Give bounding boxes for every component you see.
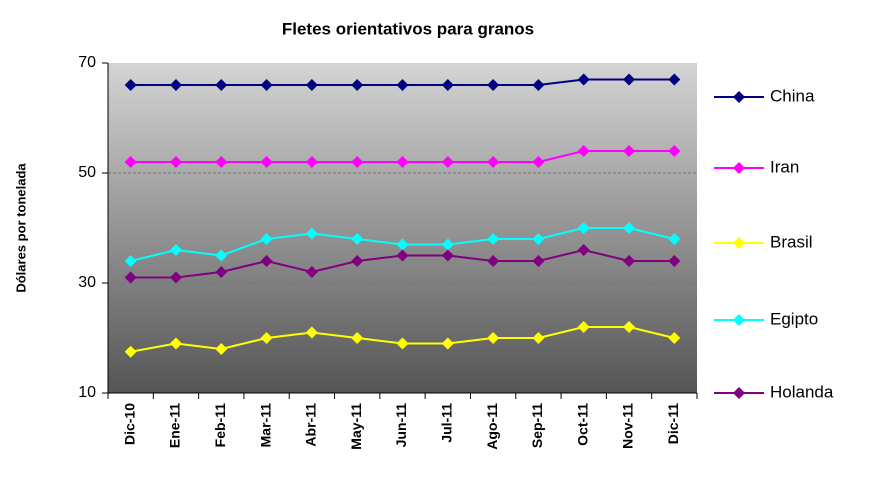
point-marker — [487, 156, 500, 168]
point-marker — [441, 79, 454, 91]
point-marker — [169, 271, 182, 284]
point-marker — [441, 249, 454, 262]
legend-label: Brasil — [770, 232, 813, 251]
x-tick-label: Abr-11 — [303, 403, 319, 447]
point-marker — [577, 244, 590, 256]
point-marker — [532, 255, 545, 267]
point-marker — [441, 238, 454, 251]
x-tick-label: Sep-11 — [529, 403, 545, 448]
point-marker — [169, 337, 182, 350]
legend-marker — [733, 314, 745, 326]
point-marker — [169, 156, 182, 168]
point-marker — [577, 145, 590, 157]
point-marker — [487, 255, 500, 267]
point-marker — [260, 233, 273, 245]
legend-marker — [733, 387, 745, 399]
point-marker — [305, 156, 318, 168]
x-tick-label: Dic-10 — [121, 403, 137, 445]
point-marker — [487, 79, 500, 91]
point-marker — [260, 332, 273, 344]
point-marker — [351, 255, 364, 267]
point-marker — [124, 255, 137, 267]
point-marker — [532, 233, 545, 245]
point-marker — [577, 73, 590, 86]
legend-marker — [733, 91, 745, 103]
point-marker — [215, 79, 228, 91]
legend-label: Egipto — [770, 309, 818, 328]
legend-marker — [733, 237, 745, 249]
point-marker — [396, 337, 409, 350]
point-marker — [215, 156, 228, 168]
point-marker — [169, 244, 182, 256]
point-marker — [396, 249, 409, 262]
point-marker — [215, 343, 228, 355]
chart-title: Fletes orientativos para granos — [282, 19, 534, 38]
point-marker — [124, 345, 137, 358]
point-marker — [668, 73, 681, 86]
point-marker — [623, 145, 636, 157]
point-marker — [124, 271, 137, 284]
point-marker — [532, 156, 545, 168]
point-marker — [487, 233, 500, 245]
point-marker — [441, 337, 454, 350]
point-marker — [668, 332, 681, 344]
x-tick-label: May-11 — [348, 403, 364, 450]
point-marker — [532, 79, 545, 91]
x-tick-label: Dic-11 — [665, 403, 681, 444]
point-marker — [668, 255, 681, 267]
point-marker — [305, 79, 318, 91]
point-marker — [577, 321, 590, 333]
point-marker — [441, 156, 454, 168]
legend-label: Iran — [770, 157, 799, 176]
point-marker — [532, 332, 545, 344]
x-tick-label: Oct-11 — [574, 403, 590, 446]
point-marker — [260, 255, 273, 267]
point-marker — [351, 233, 364, 245]
point-marker — [396, 79, 409, 91]
point-marker — [215, 249, 228, 262]
point-marker — [623, 222, 636, 234]
point-marker — [124, 79, 137, 91]
point-marker — [215, 266, 228, 278]
x-tick-label: Mar-11 — [257, 403, 273, 448]
point-marker — [396, 156, 409, 168]
y-tick-label: 10 — [78, 384, 96, 401]
x-tick-label: Nov-11 — [620, 403, 636, 449]
y-tick-label: 70 — [78, 54, 96, 71]
x-tick-label: Jul-11 — [439, 403, 455, 443]
y-tick-label: 30 — [78, 274, 96, 291]
x-tick-label: Ago-11 — [484, 403, 500, 450]
legend-label: Holanda — [770, 382, 834, 401]
point-marker — [351, 79, 364, 91]
point-marker — [487, 332, 500, 344]
point-marker — [305, 266, 318, 278]
legend-label: China — [770, 86, 815, 105]
x-tick-label: Ene-11 — [167, 403, 183, 448]
x-tick-label: Jun-11 — [393, 403, 409, 448]
point-marker — [260, 156, 273, 168]
y-axis-label: Dólares por tonelada — [13, 163, 28, 293]
point-marker — [351, 156, 364, 168]
legend-marker — [733, 162, 745, 174]
point-marker — [351, 332, 364, 344]
point-marker — [623, 255, 636, 267]
point-marker — [396, 238, 409, 251]
point-marker — [305, 227, 318, 240]
point-marker — [668, 233, 681, 245]
point-marker — [577, 222, 590, 234]
x-tick-label: Feb-11 — [212, 403, 228, 448]
point-marker — [668, 145, 681, 157]
y-tick-label: 50 — [78, 164, 96, 181]
point-marker — [623, 321, 636, 333]
point-marker — [124, 156, 137, 168]
point-marker — [305, 326, 318, 339]
point-marker — [260, 79, 273, 91]
point-marker — [623, 73, 636, 86]
point-marker — [169, 79, 182, 91]
